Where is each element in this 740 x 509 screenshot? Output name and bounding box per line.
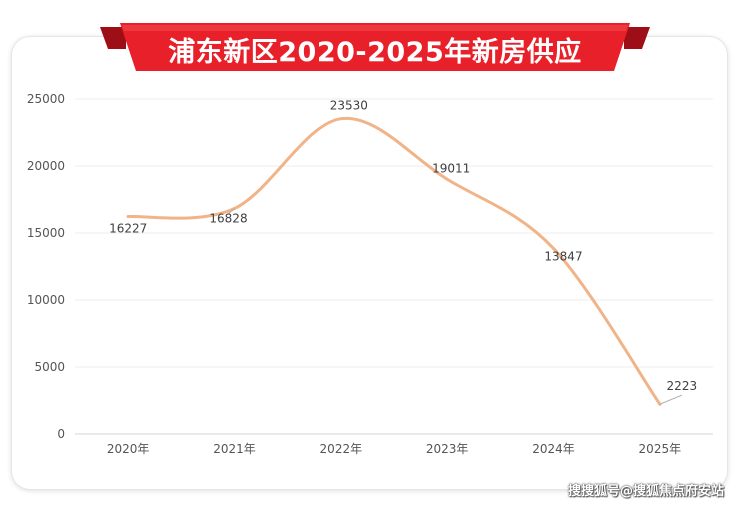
data-label: 19011 <box>432 161 470 175</box>
chart-title: 浦东新区2020-2025年新房供应 <box>168 36 582 68</box>
y-tick-label: 15000 <box>27 226 65 240</box>
y-tick-label: 0 <box>57 427 65 441</box>
chart-card <box>12 37 727 489</box>
x-tick-label: 2023年 <box>426 442 469 456</box>
x-tick-label: 2021年 <box>213 442 256 456</box>
data-label: 2223 <box>667 379 698 393</box>
y-tick-label: 5000 <box>34 360 65 374</box>
x-tick-label: 2025年 <box>639 442 682 456</box>
y-tick-label: 25000 <box>27 92 65 106</box>
label-leader <box>659 394 683 405</box>
data-label: 13847 <box>544 249 582 263</box>
title-banner: 浦东新区2020-2025年新房供应 <box>98 23 652 75</box>
banner-shape <box>100 23 650 71</box>
data-point <box>339 117 343 121</box>
x-tick-label: 2022年 <box>320 442 363 456</box>
x-tick-label: 2024年 <box>532 442 575 456</box>
y-tick-label: 20000 <box>27 159 65 173</box>
data-point <box>445 177 449 181</box>
data-point <box>552 246 555 250</box>
x-tick-label: 2020年 <box>107 442 150 456</box>
data-label: 23530 <box>330 99 368 113</box>
y-tick-label: 10000 <box>27 293 65 307</box>
watermark: 搜搜狐号@搜狐焦点府安站 <box>567 484 724 499</box>
label-leader <box>228 208 235 214</box>
data-label: 16227 <box>109 222 147 236</box>
data-point <box>126 215 130 219</box>
data-label: 16828 <box>209 212 247 226</box>
